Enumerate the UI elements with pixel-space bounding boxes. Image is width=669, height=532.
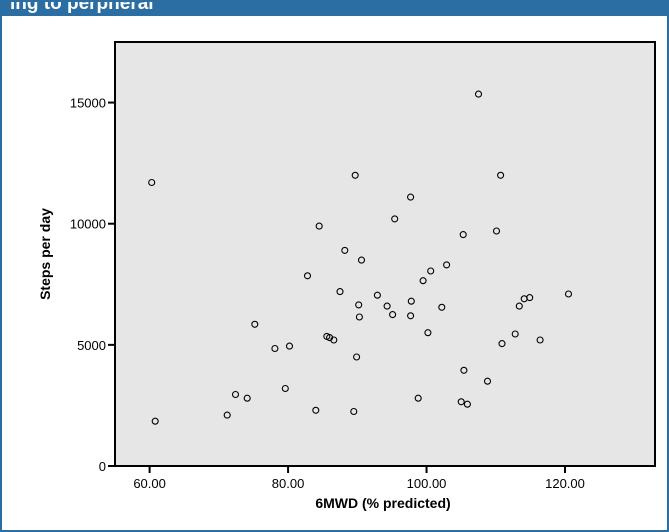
data-point [336, 288, 344, 296]
data-point [330, 336, 338, 344]
data-point [223, 411, 231, 419]
y-tick-label: 15000 [70, 96, 106, 111]
data-point [303, 272, 312, 280]
data-point [427, 267, 435, 275]
plot-area [114, 41, 656, 467]
figure-title-text: ing to perpheral [10, 2, 154, 14]
axes: 0 5000 10000 15000 60.00 80.00 100.00 120.00 [70, 96, 585, 491]
data-point [407, 193, 415, 201]
data-point [151, 417, 159, 425]
data-point [383, 302, 391, 310]
y-tick-label: 0 [99, 459, 106, 474]
data-point [515, 302, 523, 310]
x-axis-title: 6MWD (% predicted) [315, 495, 450, 511]
data-point [457, 398, 465, 406]
data-point [148, 178, 156, 187]
data-points [148, 90, 573, 425]
data-point [498, 340, 506, 348]
data-point [341, 246, 349, 254]
data-point [407, 312, 415, 320]
data-point [443, 261, 451, 269]
data-point [526, 294, 534, 302]
data-point [350, 407, 358, 416]
data-point [315, 222, 323, 230]
data-point [459, 231, 467, 239]
data-point [373, 291, 381, 299]
x-tick-label: 80.00 [272, 476, 305, 491]
data-point [460, 366, 468, 374]
data-point [231, 390, 240, 399]
x-tick-label: 120.00 [545, 476, 585, 491]
data-point [285, 342, 294, 350]
data-point [351, 171, 359, 179]
data-point [414, 394, 422, 402]
data-point [483, 377, 492, 385]
data-point [419, 277, 427, 285]
x-tick-label: 100.00 [407, 476, 447, 491]
data-point [251, 320, 259, 328]
x-tick-label: 60.00 [133, 476, 166, 491]
data-point [389, 311, 397, 319]
data-point [463, 400, 471, 408]
data-point [438, 303, 446, 311]
data-point [271, 344, 279, 353]
figure-title-bar: ing to perpheral [2, 2, 667, 16]
data-point [312, 406, 320, 414]
data-point [281, 384, 289, 393]
data-point [564, 290, 573, 298]
data-point [497, 171, 505, 179]
y-tick-label: 5000 [77, 338, 106, 353]
data-point [474, 90, 483, 98]
data-point [492, 227, 501, 235]
y-axis-title: Steps per day [37, 208, 53, 300]
data-point [391, 215, 399, 223]
data-point [243, 394, 251, 402]
data-point [355, 301, 363, 309]
data-point [424, 329, 432, 337]
y-tick-label: 10000 [70, 217, 106, 232]
data-point [511, 330, 519, 338]
data-point [355, 313, 363, 321]
data-point [407, 297, 415, 305]
data-point [536, 336, 544, 344]
data-point [357, 256, 366, 264]
data-point [353, 353, 361, 361]
